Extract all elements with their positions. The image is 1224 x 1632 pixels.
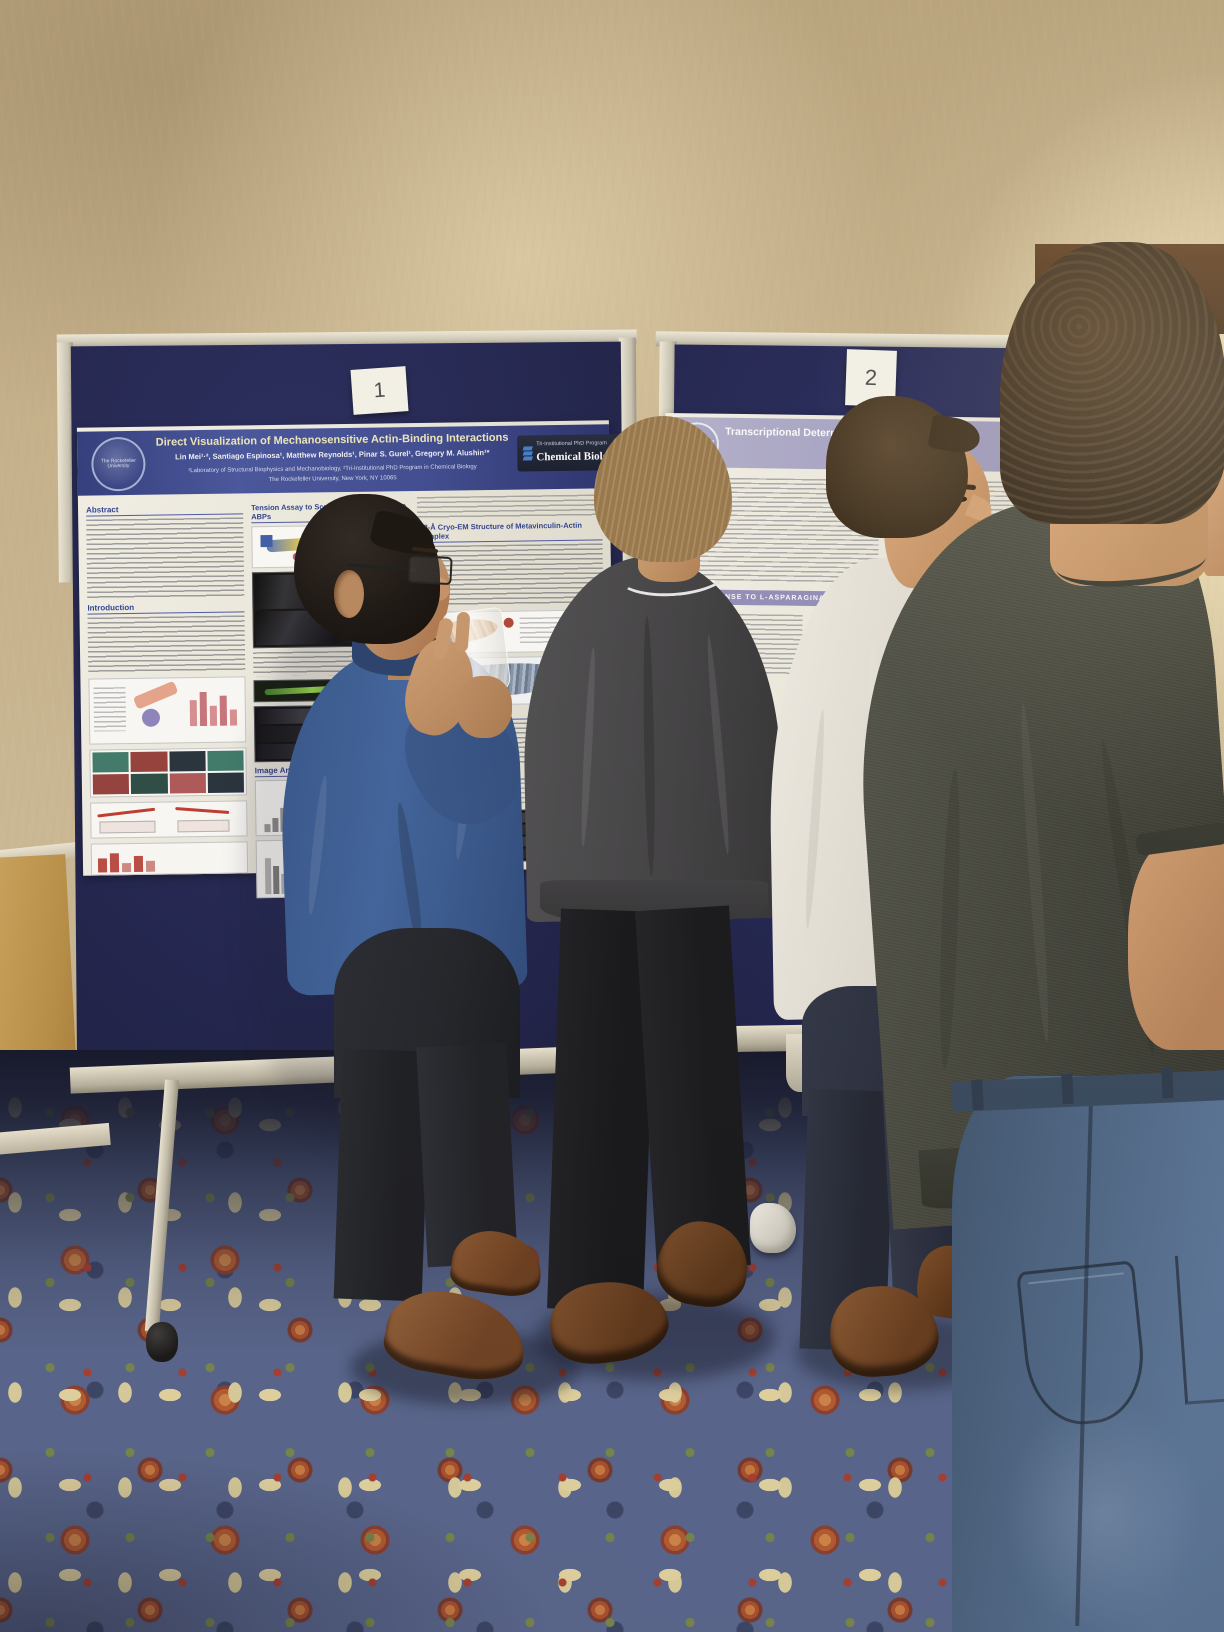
person-gray-shirt — [520, 410, 790, 1380]
belt-loop — [1061, 1073, 1074, 1105]
poster1-authors: Lin Mei¹·², Santiago Espinosa¹, Matthew … — [175, 447, 490, 462]
figure-caption-lines — [93, 687, 127, 732]
section-abstract: Abstract — [85, 503, 244, 517]
pink-bar-chart — [189, 685, 241, 727]
board1-number: 1 — [372, 378, 387, 402]
foreground-jeans — [951, 1067, 1224, 1632]
eyeglasses-lens — [407, 554, 453, 586]
presenter-ear — [334, 570, 364, 618]
presenter-hand-left — [456, 676, 512, 738]
belt-loop — [1161, 1067, 1174, 1099]
foreground-hair — [1000, 242, 1224, 524]
actin-filament-cartoon — [132, 680, 179, 710]
presenter-jeans-leg-left — [333, 1048, 431, 1302]
gray-shirt-jeans-right — [635, 905, 751, 1271]
poster1-title: Direct Visualization of Mechanosensitive… — [155, 431, 509, 449]
number-card-1: 1 — [350, 366, 409, 415]
figure-red-bars — [90, 841, 249, 876]
poster1-column-1: Abstract Introduction — [85, 499, 249, 876]
figure-microscopy-grid — [89, 747, 248, 798]
person-presenter — [242, 480, 580, 1400]
jeans-wash-highlight — [1002, 1396, 1202, 1632]
red-trace — [175, 807, 230, 814]
figure-red-traces — [90, 800, 248, 839]
caster-wheel-left — [146, 1322, 178, 1362]
inset-box — [177, 819, 230, 833]
abstract-text — [86, 517, 245, 600]
belt-loop — [971, 1079, 984, 1111]
crumpled-paper — [750, 1203, 796, 1253]
bead-cartoon — [141, 708, 161, 727]
inset-box — [99, 820, 156, 834]
introduction-text — [87, 615, 246, 674]
red-trace — [97, 807, 156, 818]
section-introduction: Introduction — [87, 601, 245, 615]
person-foreground — [843, 240, 1224, 1632]
gray-shirt-hair — [594, 416, 732, 562]
figure-assay-schematic — [88, 676, 247, 745]
foreground-arm — [1128, 840, 1224, 1050]
gray-shirt-torso — [520, 553, 784, 923]
jeans-back-pocket-partial — [1174, 1252, 1224, 1405]
presenter-finger — [454, 611, 471, 653]
